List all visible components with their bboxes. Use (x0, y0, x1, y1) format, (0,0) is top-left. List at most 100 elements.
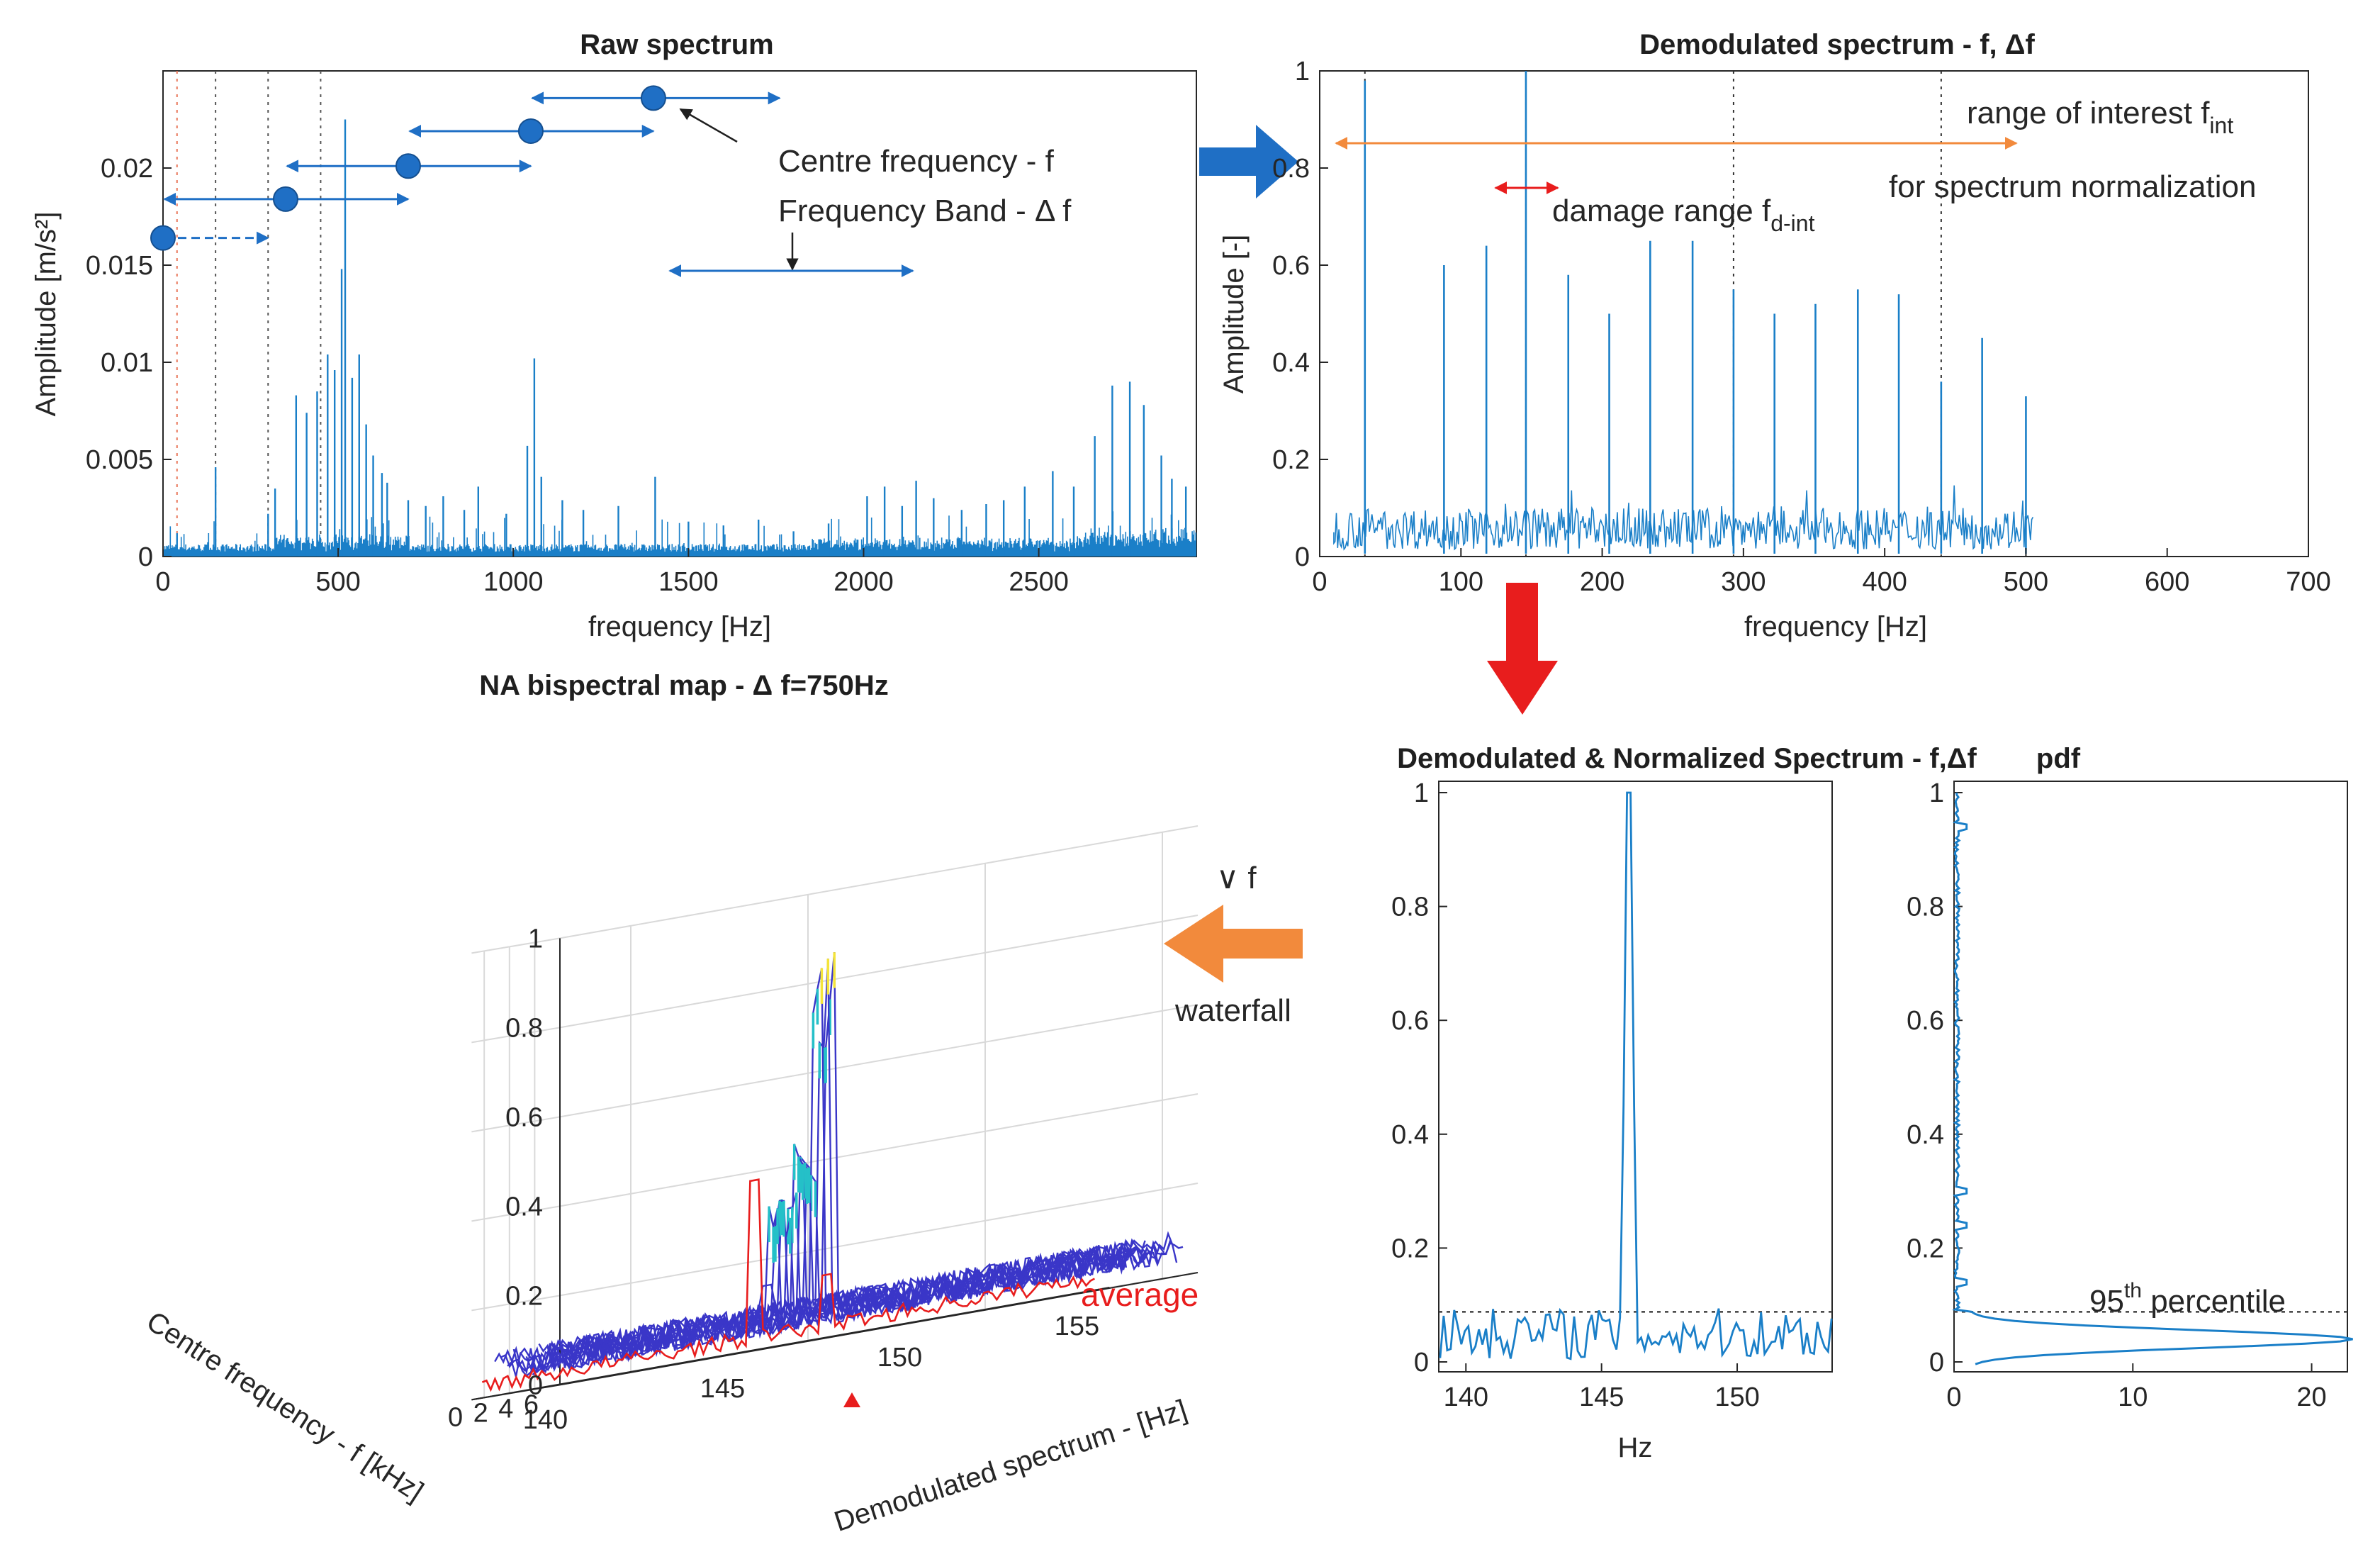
bispectral-y-tick-label: 6 (524, 1390, 539, 1419)
bispectral-x-tick-label: 145 (700, 1374, 745, 1404)
red-flow-arrow (1487, 583, 1558, 715)
demod-x-tick-label: 600 (2145, 567, 2189, 597)
bispectral-y-label: Centre frequency - f [kHz] (141, 1306, 429, 1508)
pdf-y-tick-label: 0.8 (1907, 893, 1944, 922)
pdf-x-ticks: 0 10 20 (1946, 1363, 2327, 1412)
normalized-y-tick-label: 0.4 (1391, 1120, 1429, 1150)
bispectral-z-tick-label: 0.4 (505, 1192, 543, 1222)
waterfall-line (494, 1245, 1108, 1373)
waterfall-line (507, 1200, 1121, 1377)
bispectral-z-tick-label: 0 (528, 1370, 543, 1400)
damage-range-label: damage range fd-int (1552, 194, 1815, 236)
raw-x-tick-label: 2000 (833, 567, 894, 597)
demod-spectrum-title: Demodulated spectrum - f, Δf (1639, 29, 2035, 60)
waterfall-label: waterfall (1174, 993, 1291, 1028)
raw-band-lines (176, 71, 322, 557)
centre-pointer-arrow (679, 108, 738, 143)
pdf-x-tick-label: 20 (2296, 1382, 2326, 1412)
normalized-axes (1438, 781, 1833, 1373)
raw-y-ticks: 0 0.005 0.01 0.015 0.02 (86, 154, 172, 572)
bispectral-x-ticks: 140 145 150 155 (523, 1312, 1099, 1435)
bispectral-x-tick-label: 150 (877, 1343, 922, 1373)
pdf-x-tick-label: 0 (1946, 1382, 1961, 1412)
raw-spectrum-title: Raw spectrum (580, 29, 773, 60)
bispectral-box (471, 825, 1199, 1401)
demod-spectrum-axes (1319, 70, 2309, 557)
normalized-y-tick-label: 1 (1414, 778, 1429, 808)
demod-x-tick-label: 100 (1439, 567, 1483, 597)
raw-centre-dot (640, 85, 666, 111)
demod-x-tick-label: 500 (2004, 567, 2048, 597)
demod-x-tick-label: 700 (2286, 567, 2330, 597)
bispectral-grid (471, 1205, 561, 1222)
pdf-y-tick-label: 0.2 (1907, 1234, 1944, 1263)
bispectral-grid (471, 937, 561, 954)
raw-centre-markers (150, 85, 781, 251)
blue-flow-arrow (1199, 125, 1298, 199)
bispectral-title: NA bispectral map - Δ f=750Hz (479, 670, 888, 701)
demod-noise-floor (1333, 485, 2034, 551)
bispectral-y-tick-label: 0 (448, 1402, 463, 1432)
normalized-x-tick-label: 140 (1444, 1382, 1488, 1412)
demod-spectrum-panel: Demodulated spectrum - f, Δf 0 100 200 300 4… (1218, 29, 2331, 642)
normalized-y-tick-label: 0.8 (1391, 893, 1429, 922)
bispectral-grid (559, 1183, 1199, 1297)
normalized-y-tick-label: 0.2 (1391, 1234, 1429, 1263)
average-peak-marker (843, 1392, 860, 1407)
demod-y-tick-label: 0.2 (1272, 445, 1310, 475)
raw-x-label: frequency [Hz] (588, 611, 771, 642)
demod-y-tick-label: 0.4 (1272, 348, 1310, 378)
bispectral-map-panel: NA bispectral map - Δ f=750Hz 0 0.2 0.4 0.6… (141, 670, 1199, 1538)
demod-peak-series (1364, 71, 2027, 554)
raw-y-tick-label: 0.02 (101, 154, 153, 184)
raw-y-label: Amplitude [m/s²] (30, 212, 62, 417)
demod-y-tick-label: 0.6 (1272, 251, 1310, 281)
pdf-curve (1952, 792, 2353, 1365)
bispectral-x-label: Demodulated spectrum - [Hz] (831, 1394, 1191, 1538)
bispectral-z-ticks: 0 0.2 0.4 0.6 0.8 1 (505, 924, 543, 1400)
demod-x-label: frequency [Hz] (1744, 611, 1927, 642)
demod-x-tick-label: 0 (1312, 567, 1327, 597)
demod-x-ticks: 0 100 200 300 400 500 600 700 (1312, 548, 2331, 597)
normalized-title: Demodulated & Normalized Spectrum - f,Δf (1397, 743, 1977, 774)
bispectral-x-tick-label: 140 (523, 1405, 568, 1435)
normalized-x-ticks: 140 145 150 (1444, 1363, 1760, 1412)
normalized-x-tick-label: 145 (1579, 1382, 1624, 1412)
pdf-y-tick-label: 1 (1929, 778, 1944, 808)
range-of-interest-label: range of interest fint (1967, 96, 2233, 138)
bispectral-grid (559, 825, 1199, 939)
frequency-band-annotation: Frequency Band - Δ f (778, 194, 1072, 228)
pdf-panel: pdf 0 10 20 0 0.2 0.4 0.6 0.8 1 95th percentile (1907, 743, 2353, 1412)
waterfall-line (512, 1199, 1128, 1377)
centre-frequency-annotation: Centre frequency - f (778, 144, 1055, 179)
average-legend: average (1081, 1276, 1199, 1313)
raw-y-tick-label: 0.01 (101, 348, 153, 378)
raw-spike-series (176, 119, 1187, 557)
bispectral-x-tick-label: 155 (1055, 1312, 1099, 1341)
raw-centre-dot (517, 118, 544, 144)
percentile-label: 95th percentile (2089, 1279, 2286, 1319)
raw-y-tick-label: 0.005 (86, 445, 153, 475)
demod-y-ticks: 0 0.2 0.4 0.6 0.8 1 (1272, 57, 1328, 572)
bispectral-z-tick-label: 0.6 (505, 1102, 543, 1132)
demod-y-tick-label: 0 (1295, 542, 1310, 572)
demod-y-tick-label: 1 (1295, 57, 1310, 86)
demod-y-label: Amplitude [-] (1218, 235, 1250, 394)
bispectral-y-tick-label: 2 (473, 1398, 488, 1428)
raw-x-tick-label: 1500 (658, 567, 719, 597)
normalized-spectrum-panel: Demodulated & Normalized Spectrum - f,Δf… (1391, 743, 1977, 1463)
bispectral-z-tick-label: 0.2 (505, 1281, 543, 1311)
bispectral-grid (559, 915, 1199, 1029)
bispectral-grid (471, 1116, 561, 1133)
raw-centre-dot (150, 225, 176, 251)
pdf-x-tick-label: 10 (2118, 1382, 2148, 1412)
normalized-x-label: Hz (1618, 1432, 1653, 1463)
bispectral-grid (471, 1027, 561, 1044)
bispectral-grid (559, 1004, 1199, 1118)
demod-x-tick-label: 400 (1862, 567, 1907, 597)
normalized-spectrum-line (1439, 791, 1833, 1360)
normalized-x-tick-label: 150 (1714, 1382, 1759, 1412)
normalized-y-tick-label: 0.6 (1391, 1006, 1429, 1036)
